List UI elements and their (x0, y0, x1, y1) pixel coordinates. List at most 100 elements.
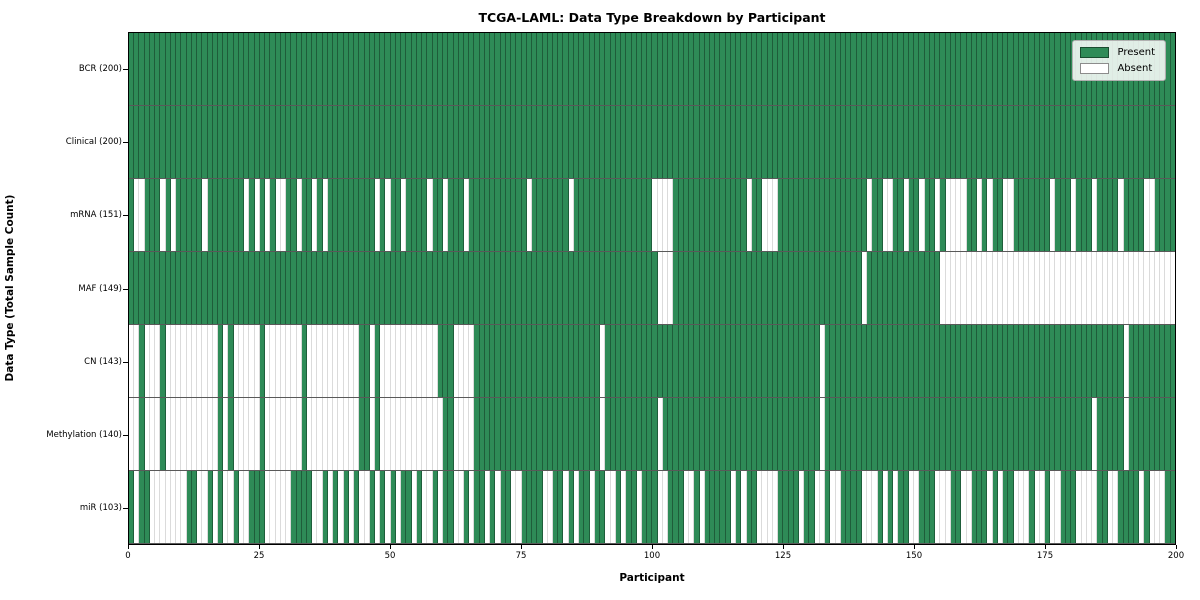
heatmap-cell (238, 398, 245, 470)
heatmap-cell (631, 179, 637, 251)
heatmap-cell (647, 398, 653, 470)
heatmap-cell (793, 252, 799, 324)
heatmap-cell (793, 398, 799, 470)
heatmap-cell (631, 252, 637, 324)
heatmap-cell (992, 398, 998, 470)
heatmap-cell (139, 106, 145, 178)
heatmap-cell (317, 106, 323, 178)
heatmap-cell (710, 398, 716, 470)
heatmap-cell (725, 471, 731, 543)
heatmap-cell (1160, 106, 1166, 178)
heatmap-cell (306, 106, 313, 178)
heatmap-cell (610, 252, 616, 324)
heatmap-cell (563, 325, 569, 397)
heatmap-cell (181, 471, 187, 543)
heatmap-cell (495, 33, 501, 105)
heatmap-cell (673, 179, 679, 251)
heatmap-cell (411, 33, 417, 105)
heatmap-cell (861, 252, 868, 324)
heatmap-cell (139, 33, 145, 105)
heatmap-cell (699, 471, 705, 543)
heatmap-cell (908, 179, 915, 251)
heatmap-cell (621, 106, 627, 178)
heatmap-cell (542, 33, 548, 105)
heatmap-cell (343, 252, 349, 324)
heatmap-cell (584, 33, 590, 105)
heatmap-cell (228, 33, 234, 105)
heatmap-cell (903, 252, 909, 324)
heatmap-cell (275, 179, 281, 251)
heatmap-cell (1071, 325, 1077, 397)
heatmap-cell (652, 398, 658, 470)
heatmap-cell (254, 398, 260, 470)
heatmap-cell (484, 252, 491, 324)
heatmap-cell (1018, 325, 1025, 397)
heatmap-cell (1160, 325, 1166, 397)
heatmap-cell (903, 325, 909, 397)
heatmap-cell (872, 398, 878, 470)
heatmap-cell (1039, 325, 1046, 397)
heatmap-cell (1065, 252, 1072, 324)
heatmap-cell (443, 252, 449, 324)
heatmap-cell (129, 471, 135, 543)
heatmap-cell (406, 179, 412, 251)
heatmap-cell (668, 471, 674, 543)
heatmap-cell (767, 325, 773, 397)
heatmap-cell (976, 33, 983, 105)
heatmap-cell (474, 33, 480, 105)
heatmap-cell (563, 33, 569, 105)
heatmap-cell (971, 325, 977, 397)
heatmap-cell (751, 325, 758, 397)
heatmap-cell (1160, 252, 1166, 324)
heatmap-cell (552, 33, 559, 105)
heatmap-cell (526, 471, 533, 543)
heatmap-cell (929, 33, 936, 105)
heatmap-cell (976, 398, 983, 470)
heatmap-cell (1123, 471, 1129, 543)
heatmap-cell (662, 33, 669, 105)
heatmap-cell (139, 325, 145, 397)
heatmap-cell (406, 398, 412, 470)
heatmap-cell (552, 471, 559, 543)
heatmap-cell (1018, 398, 1025, 470)
heatmap-cell (1134, 398, 1140, 470)
heatmap-cell (819, 252, 826, 324)
heatmap-cell (144, 398, 150, 470)
heatmap-cell (1013, 33, 1019, 105)
heatmap-cell (511, 325, 517, 397)
x-tick-label-50: 50 (384, 551, 396, 561)
heatmap-cell (249, 325, 255, 397)
heatmap-cell (1055, 106, 1061, 178)
heatmap-cell (641, 325, 648, 397)
heatmap-cell (160, 33, 166, 105)
heatmap-cell (940, 33, 946, 105)
heatmap-cell (872, 471, 878, 543)
heatmap-cell (322, 33, 328, 105)
heatmap-cell (945, 325, 951, 397)
heatmap-cell (338, 325, 344, 397)
heatmap-cell (914, 325, 920, 397)
heatmap-cell (411, 325, 417, 397)
heatmap-cell (479, 252, 485, 324)
heatmap-cell (725, 398, 731, 470)
heatmap-cell (814, 325, 820, 397)
heatmap-cell (259, 106, 266, 178)
heatmap-cell (1034, 252, 1040, 324)
heatmap-cell (364, 106, 370, 178)
heatmap-cell (772, 398, 779, 470)
heatmap-cell (155, 179, 161, 251)
heatmap-cell (945, 106, 951, 178)
heatmap-cell (579, 471, 585, 543)
heatmap-cell (961, 471, 967, 543)
heatmap-cell (825, 471, 831, 543)
heatmap-cell (772, 179, 779, 251)
heatmap-cell (1086, 471, 1093, 543)
heatmap-cell (893, 471, 899, 543)
heatmap-cell (929, 325, 936, 397)
heatmap-cell (207, 471, 213, 543)
heatmap-cell (312, 106, 318, 178)
heatmap-cell (621, 398, 627, 470)
heatmap-cell (819, 471, 826, 543)
heatmap-cell (228, 398, 234, 470)
heatmap-cell (338, 471, 344, 543)
